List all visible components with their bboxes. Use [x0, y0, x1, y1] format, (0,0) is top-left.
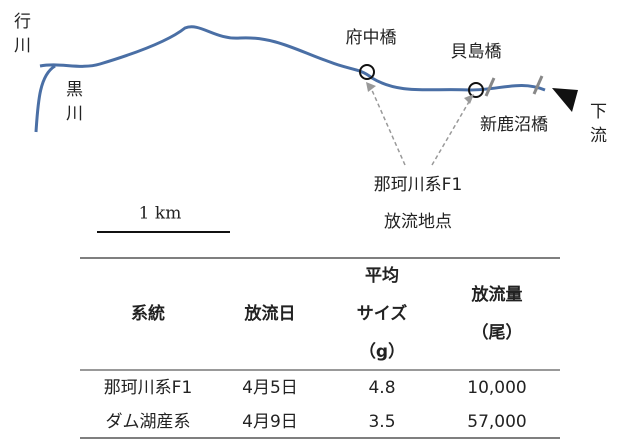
table-cell: 3.5 [368, 412, 395, 432]
table-header: （g） [359, 341, 405, 362]
river-label: 川 [66, 104, 83, 124]
flow-arrow [552, 88, 578, 112]
table-cell: 4.8 [368, 378, 395, 398]
table-header: 放流日 [244, 303, 296, 324]
river-label: 行 [14, 12, 31, 32]
river-label: 川 [14, 36, 31, 56]
scale-label: 1 km [139, 204, 182, 224]
main-river [39, 25, 546, 92]
release-label: 放流地点 [384, 212, 452, 232]
tributary [34, 64, 56, 133]
table-cell: 那珂川系F1 [104, 378, 193, 398]
river-label: 黒 [66, 80, 83, 100]
bridge-tick [532, 75, 544, 95]
table-header: （尾） [472, 322, 523, 343]
table-cell: 4月5日 [242, 378, 298, 398]
release-arrows [370, 87, 471, 166]
table-header: 放流量 [471, 284, 523, 305]
table-header: 系統 [131, 303, 165, 324]
bridge-marker [359, 64, 375, 80]
river-label: 下 [590, 102, 607, 122]
table-cell: 10,000 [467, 378, 526, 398]
table-header: 平均 [365, 265, 399, 286]
table-cell: ダム湖産系 [106, 412, 191, 432]
arrow-head [366, 82, 376, 92]
table-cell: 4月9日 [242, 412, 298, 432]
table-cell: 57,000 [467, 412, 526, 432]
table-header: サイズ [357, 303, 408, 324]
release-label: 那珂川系F1 [374, 175, 463, 195]
bridge-label: 新鹿沼橋 [480, 115, 548, 135]
bridge-label: 貝島橋 [451, 42, 502, 62]
bridge-tick [484, 77, 496, 97]
arrow-head [464, 94, 474, 104]
river-label: 流 [590, 126, 607, 146]
bridge-label: 府中橋 [346, 28, 397, 48]
bridge-marker [468, 82, 484, 98]
